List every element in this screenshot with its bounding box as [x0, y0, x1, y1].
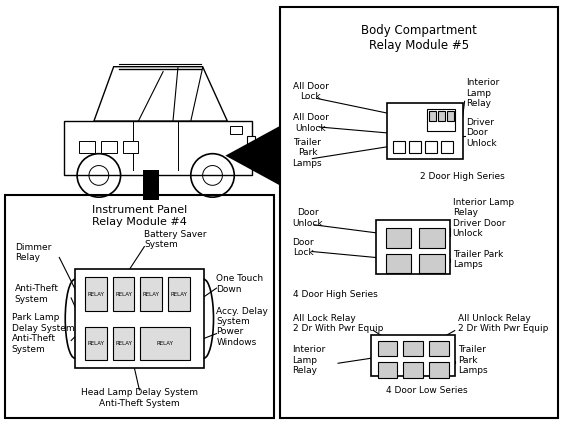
Text: RELAY: RELAY — [170, 292, 188, 297]
Text: Accy. Delay
System
Power
Windows: Accy. Delay System Power Windows — [217, 306, 268, 347]
Polygon shape — [225, 126, 280, 185]
Bar — [377, 362, 397, 378]
Text: 2 Door High Series: 2 Door High Series — [420, 173, 505, 181]
Text: All Door
Lock: All Door Lock — [292, 82, 328, 101]
Bar — [393, 141, 405, 153]
Bar — [168, 277, 190, 311]
Text: Instrument Panel
Relay Module #4: Instrument Panel Relay Module #4 — [92, 205, 187, 227]
Bar — [140, 277, 162, 311]
Bar — [447, 111, 454, 121]
Text: Interior
Lamp
Relay: Interior Lamp Relay — [467, 79, 500, 108]
Text: RELAY: RELAY — [115, 341, 132, 346]
Bar — [75, 269, 203, 368]
Text: Trailer
Park
Lamps: Trailer Park Lamps — [458, 346, 487, 375]
Bar — [441, 141, 453, 153]
Text: RELAY: RELAY — [87, 341, 104, 346]
Bar — [419, 254, 445, 273]
Text: RELAY: RELAY — [143, 292, 160, 297]
Bar — [85, 277, 107, 311]
Bar — [385, 254, 411, 273]
Bar — [438, 111, 445, 121]
Text: 4 Door High Series: 4 Door High Series — [292, 289, 377, 298]
Bar — [429, 340, 449, 356]
Bar — [140, 327, 190, 360]
Text: Battery Saver
System: Battery Saver System — [144, 230, 207, 249]
Text: Body Compartment
Relay Module #5: Body Compartment Relay Module #5 — [361, 24, 477, 52]
Text: 4 Door Low Series: 4 Door Low Series — [385, 386, 467, 395]
Text: Trailer Park
Lamps: Trailer Park Lamps — [453, 250, 503, 269]
Bar — [123, 141, 139, 153]
Bar — [429, 362, 449, 378]
Bar — [101, 141, 117, 153]
Bar — [385, 228, 411, 248]
Text: Driver
Door
Unlock: Driver Door Unlock — [467, 118, 497, 148]
Text: One Touch
Down: One Touch Down — [217, 275, 263, 294]
Bar — [404, 362, 423, 378]
Bar — [143, 170, 159, 200]
Bar — [376, 220, 450, 274]
Bar — [230, 126, 242, 134]
Text: Park Lamp
Delay System
Anti-Theft
System: Park Lamp Delay System Anti-Theft System — [12, 314, 75, 354]
Bar — [280, 7, 559, 418]
Text: Anti-Theft
System: Anti-Theft System — [15, 284, 59, 304]
Text: Interior
Lamp
Relay: Interior Lamp Relay — [292, 346, 326, 375]
Text: Interior Lamp
Relay
Driver Door
Unlock: Interior Lamp Relay Driver Door Unlock — [453, 198, 514, 238]
Text: All Unlock Relay
2 Dr With Pwr Equip: All Unlock Relay 2 Dr With Pwr Equip — [458, 314, 548, 333]
Bar — [113, 327, 135, 360]
Bar — [370, 334, 455, 376]
Text: RELAY: RELAY — [157, 341, 173, 346]
Bar — [113, 277, 135, 311]
Bar — [404, 340, 423, 356]
Bar — [247, 136, 255, 166]
Text: Trailer
Park
Lamps: Trailer Park Lamps — [292, 138, 322, 167]
Bar — [79, 141, 95, 153]
Bar — [419, 228, 445, 248]
Text: RELAY: RELAY — [87, 292, 104, 297]
Text: Dimmer
Relay: Dimmer Relay — [15, 243, 51, 262]
Bar — [425, 141, 437, 153]
Bar — [377, 340, 397, 356]
Bar — [429, 111, 436, 121]
Bar — [85, 327, 107, 360]
Bar — [427, 109, 455, 131]
Text: All Door
Unlock: All Door Unlock — [292, 113, 328, 133]
Bar — [64, 121, 252, 176]
Text: Head Lamp Delay System
Anti-Theft System: Head Lamp Delay System Anti-Theft System — [81, 388, 198, 408]
Text: All Lock Relay
2 Dr With Pwr Equip: All Lock Relay 2 Dr With Pwr Equip — [292, 314, 383, 333]
Text: Door
Lock: Door Lock — [292, 238, 314, 257]
Bar — [388, 103, 463, 159]
Text: Door
Unlock: Door Unlock — [292, 208, 323, 228]
Bar — [5, 195, 274, 418]
Text: RELAY: RELAY — [115, 292, 132, 297]
Bar — [409, 141, 421, 153]
